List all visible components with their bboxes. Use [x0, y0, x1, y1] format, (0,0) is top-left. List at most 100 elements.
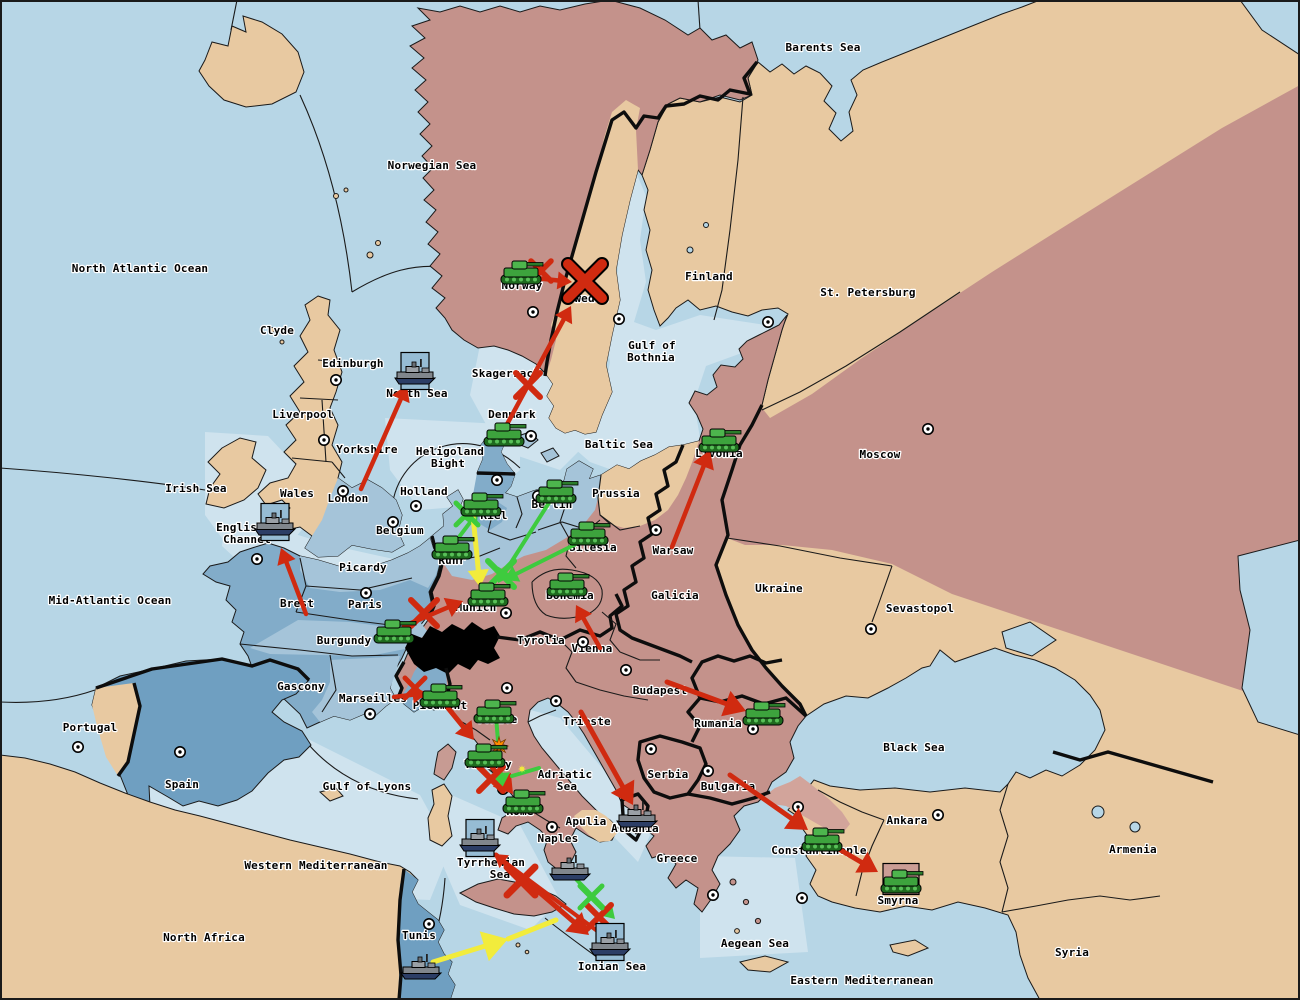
supply-center-dot — [707, 889, 719, 901]
region-london[interactable] — [305, 478, 404, 557]
supply-center-dot — [762, 316, 774, 328]
bounce-x-marker — [402, 675, 428, 701]
supply-center-dot — [527, 306, 539, 318]
map-label: Portugal — [63, 721, 118, 734]
bounce-x-marker — [577, 883, 605, 911]
supply-center-dot — [932, 809, 944, 821]
map-label: Tyrolia — [517, 634, 565, 647]
region-constantinople[interactable] — [762, 776, 850, 834]
supply-center-dot — [546, 821, 558, 833]
map-label: St. Petersburg — [820, 286, 916, 299]
region-apulia[interactable] — [574, 810, 618, 842]
bounce-markers-layer — [402, 257, 614, 932]
order-arrow-green — [510, 766, 541, 778]
supply-center-dot — [423, 918, 435, 930]
map-label: Black Sea — [883, 741, 944, 754]
region-iceland[interactable] — [198, 15, 305, 108]
units-layer — [254, 260, 924, 980]
map-label: Belgium — [376, 524, 424, 537]
map-label: Syria — [1055, 946, 1089, 959]
map-label: Warsaw — [653, 544, 694, 557]
fleet-unit[interactable] — [394, 351, 436, 391]
map-label: Irish Sea — [165, 482, 226, 495]
map-label: Rumania — [694, 717, 742, 730]
map-label: Armenia — [1109, 843, 1157, 856]
map-label: North Africa — [163, 931, 245, 944]
order-arrow-red — [277, 548, 309, 617]
map-label: Moscow — [860, 448, 901, 461]
map-label: English — [216, 521, 264, 534]
supply-center-dot — [645, 743, 657, 755]
map-label: Bothnia — [627, 351, 675, 364]
province-borders — [239, 96, 1161, 913]
map-label: Heligoland — [416, 445, 484, 458]
fleet-unit[interactable] — [589, 922, 631, 962]
dislodged-burst-icon — [518, 765, 526, 773]
region-portugal[interactable] — [92, 683, 140, 776]
supply-center-dot — [613, 313, 625, 325]
map-label: Serbia — [648, 768, 689, 781]
supply-center-dot — [500, 607, 512, 619]
supply-center-dot — [577, 636, 589, 648]
map-label: Clyde — [260, 324, 294, 337]
map-label: Norwegian Sea — [388, 159, 477, 172]
map-label: Paris — [348, 598, 382, 611]
order-arrow-red — [664, 679, 746, 717]
map-label: Apulia — [566, 815, 607, 828]
region-moscow[interactable] — [717, 85, 1300, 694]
fleet-unit[interactable] — [459, 818, 501, 858]
map-label: Tunis — [402, 929, 436, 942]
map-label: Ionian Sea — [578, 960, 646, 973]
supply-center-dot — [337, 485, 349, 497]
lakes — [686, 0, 1300, 833]
army-unit[interactable] — [880, 862, 924, 896]
map-label: Sevastopol — [886, 602, 954, 615]
map-label: North Atlantic Ocean — [72, 262, 208, 275]
region-ireland[interactable] — [205, 437, 267, 509]
map-label: Gascony — [277, 680, 325, 693]
supply-center-dot — [650, 524, 662, 536]
map-label: Edinburgh — [322, 357, 383, 370]
map-label: Western Mediterranean — [244, 859, 387, 872]
map-label: Brest — [280, 597, 314, 610]
map-label: Burgundy — [317, 634, 372, 647]
map-label: Aegean Sea — [721, 937, 789, 950]
order-arrow-red — [502, 306, 573, 431]
map-label: Naples — [538, 832, 579, 845]
map-label: Greece — [657, 852, 698, 865]
supply-center-dot — [620, 664, 632, 676]
map-label: Holland — [400, 485, 448, 498]
region-france-light-provinces[interactable] — [250, 538, 440, 722]
map-label: Wales — [280, 487, 314, 500]
map-label: Finland — [685, 270, 733, 283]
order-arrow-yellow — [505, 917, 559, 942]
map-label: Galicia — [651, 589, 699, 602]
map-label: Liverpool — [272, 408, 333, 421]
map-label: Bight — [431, 457, 465, 470]
supply-center-dot — [410, 500, 422, 512]
order-arrow-yellow — [430, 931, 508, 965]
bounce-x-marker — [476, 764, 506, 794]
supply-center-dot — [865, 623, 877, 635]
bounce-x-marker — [503, 863, 539, 899]
supply-center-dot — [550, 695, 562, 707]
supply-center-dot — [387, 516, 399, 528]
map-label: Gulf of Lyons — [323, 780, 412, 793]
supply-center-dot — [174, 746, 186, 758]
fleet-unit[interactable] — [254, 502, 296, 542]
map-label: Spain — [165, 778, 199, 791]
map-label: Barents Sea — [785, 41, 860, 54]
map-label: Eastern Mediterranean — [790, 974, 933, 987]
supply-center-dot — [318, 434, 330, 446]
supply-center-dot — [702, 765, 714, 777]
map-label: Adriatic — [538, 768, 593, 781]
supply-centers-layer — [72, 306, 944, 930]
map-label: Mid-Atlantic Ocean — [49, 594, 172, 607]
supply-center-dot — [364, 708, 376, 720]
supply-center-dot — [330, 374, 342, 386]
map-label: Prussia — [592, 487, 640, 500]
bounce-x-marker — [513, 370, 543, 400]
supply-center-dot — [501, 682, 513, 694]
map-label: Gulf of — [628, 339, 676, 352]
